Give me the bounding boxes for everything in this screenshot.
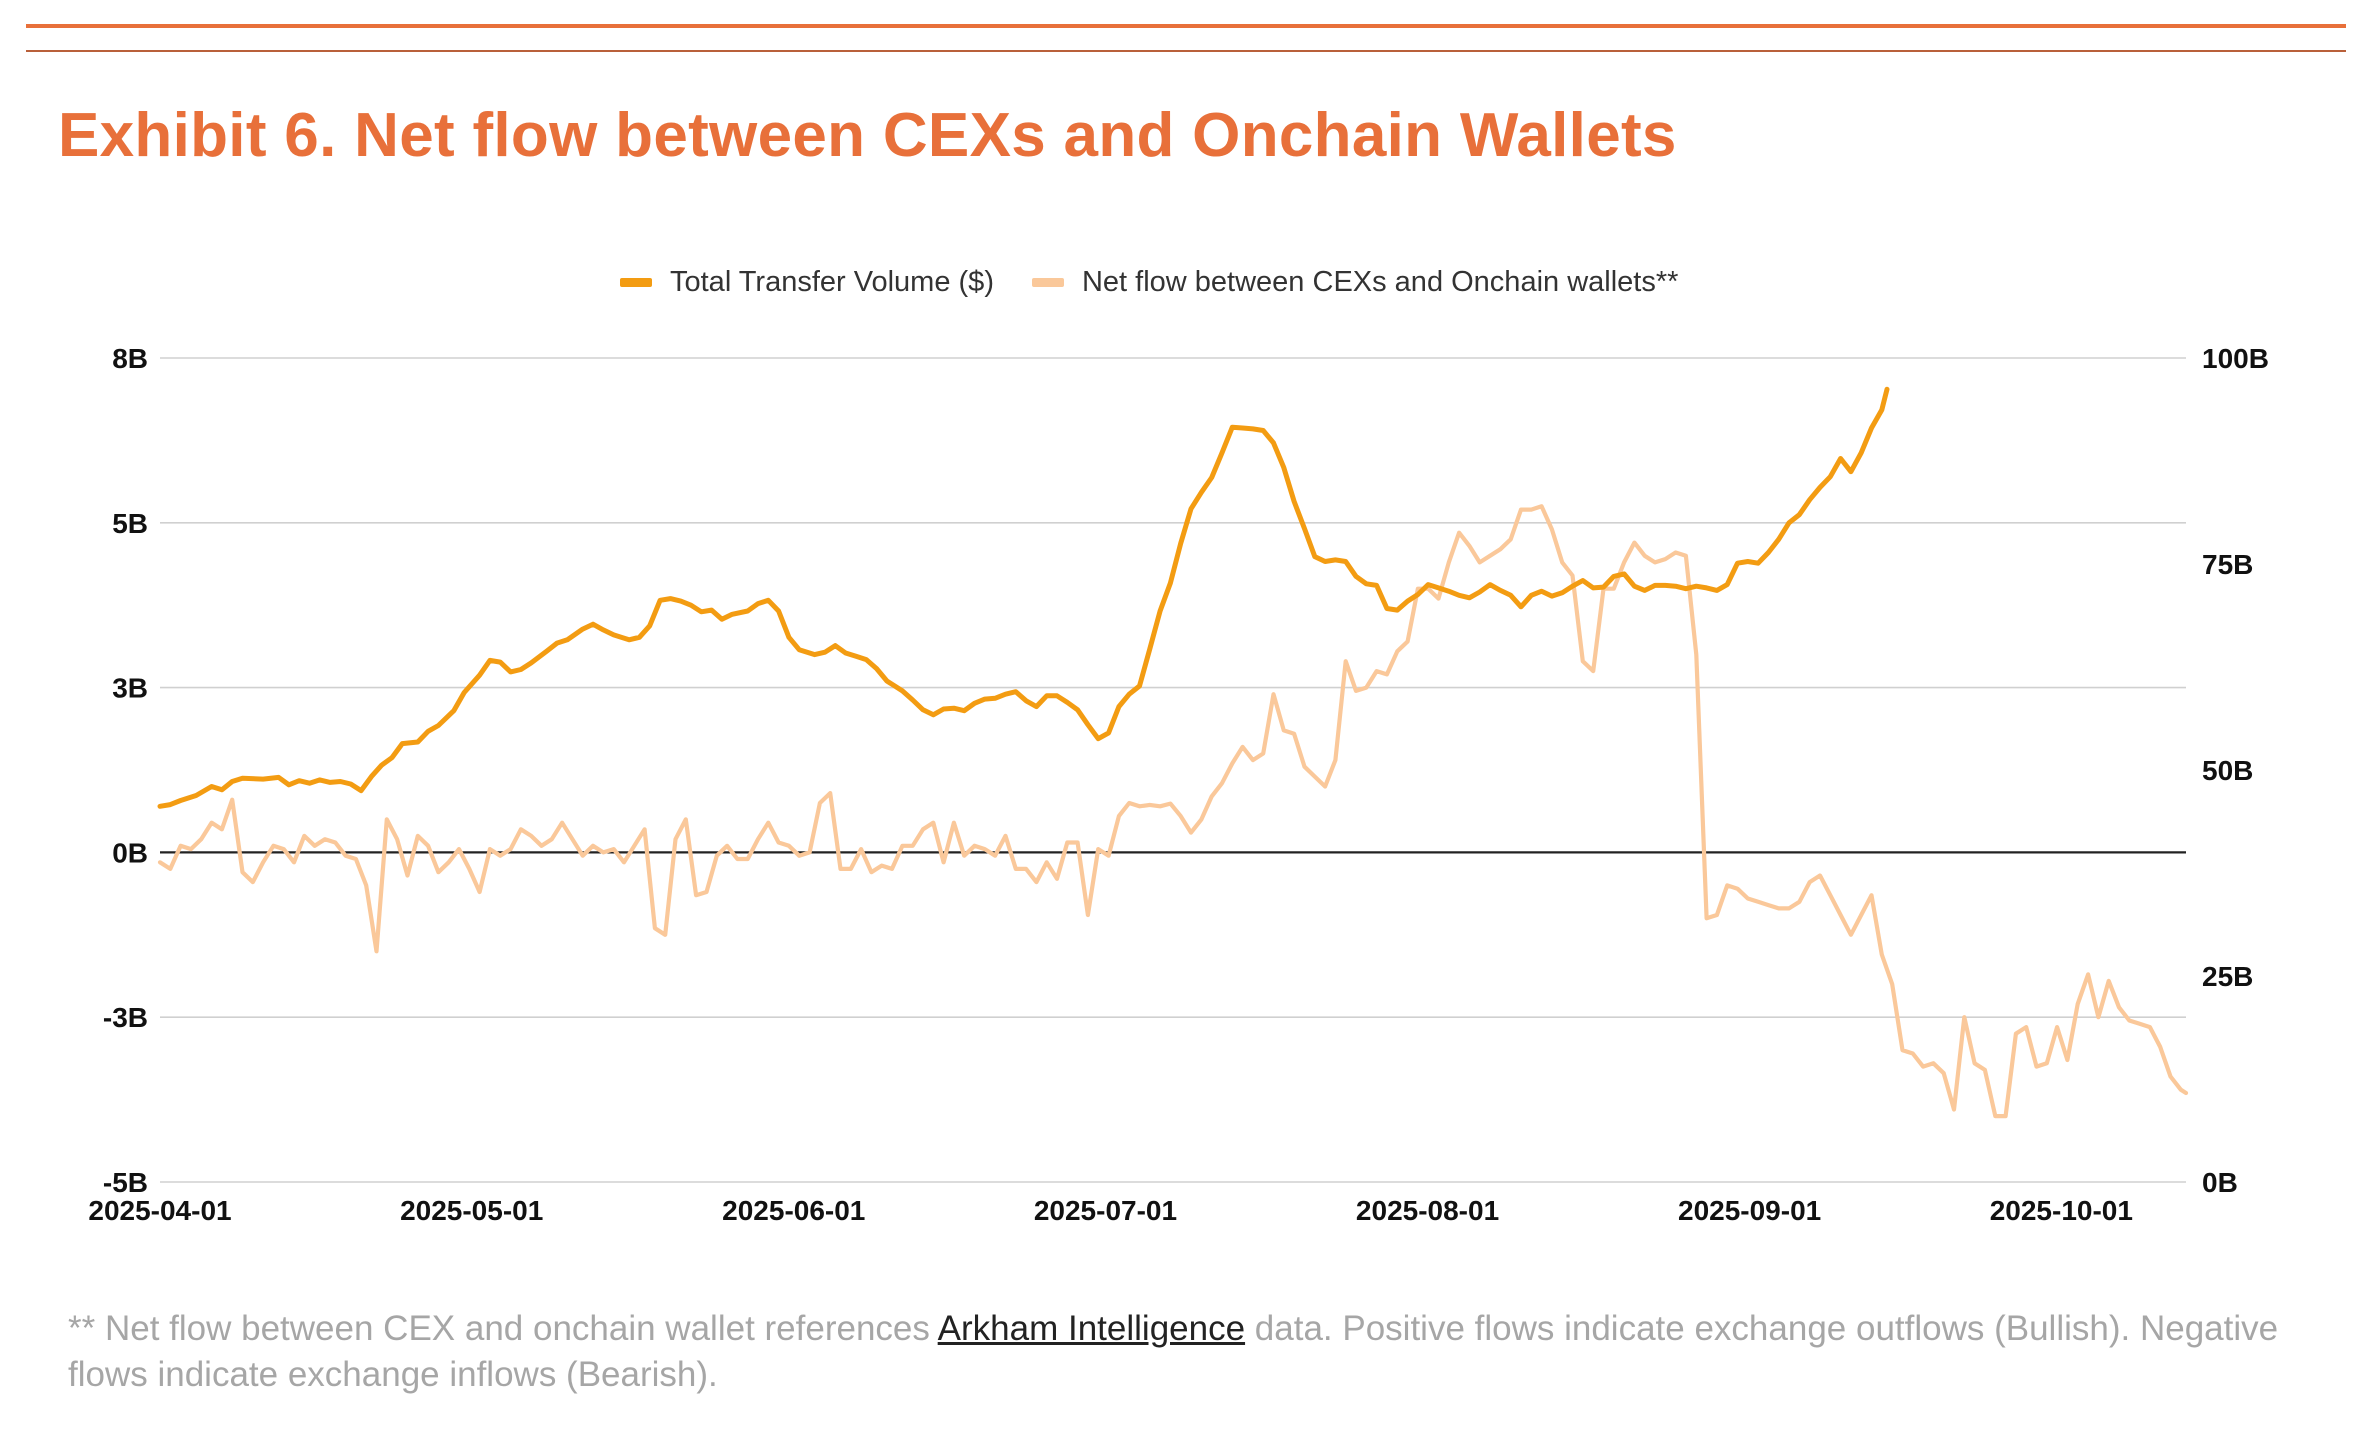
legend-item-net-flow[interactable]: Net flow between CEXs and Onchain wallet… — [1031, 265, 1679, 299]
x-tick-label: 2025-06-01 — [722, 1195, 865, 1226]
legend-swatch-net-flow — [1031, 277, 1064, 287]
chart-area: 8B 5B 3B 0B -3B -5B 100B 75B 50B 25B 0B 2025-04-01 2… — [0, 320, 2366, 1240]
y-right-tick-label: 0B — [2202, 1167, 2238, 1198]
line-chart: 8B 5B 3B 0B -3B -5B 100B 75B 50B 25B 0B 2025-04-01 2… — [88, 343, 2269, 1226]
x-tick-label: 2025-04-01 — [88, 1195, 231, 1226]
top-rule — [26, 24, 2346, 28]
x-tick-label: 2025-08-01 — [1356, 1195, 1499, 1226]
y-right-tick-label: 100B — [2202, 343, 2269, 374]
y-right-tick-label: 75B — [2202, 549, 2253, 580]
series-line-net-flow — [157, 504, 2189, 1119]
footnote-suffix: data. Positive flows indicate exchange o… — [68, 1309, 2279, 1394]
legend-swatch-total-volume — [620, 277, 652, 287]
top-thin-rule — [26, 50, 2346, 52]
legend-label-net-flow: Net flow between CEXs and Onchain wallet… — [1081, 265, 1679, 298]
y-left-tick-label: -3B — [103, 1002, 148, 1033]
y-left-tick-label: 5B — [112, 508, 148, 539]
legend-item-total-volume[interactable]: Total Transfer Volume ($) — [620, 266, 994, 299]
x-tick-label: 2025-10-01 — [1990, 1195, 2133, 1226]
footnote: ** Net flow between CEX and onchain wall… — [68, 1306, 2308, 1398]
y-left-tick-label: 8B — [112, 343, 148, 374]
exhibit-title: Exhibit 6. Net flow between CEXs and Onc… — [58, 101, 1677, 170]
chart-legend: Total Transfer Volume ($) Net flow betwe… — [620, 262, 1716, 302]
y-left-tick-label: -5B — [103, 1167, 148, 1198]
footnote-prefix: ** Net flow between CEX and onchain wall… — [68, 1309, 938, 1348]
y-left-tick-label: 3B — [112, 673, 148, 704]
y-left-tick-label: 0B — [112, 837, 148, 868]
y-right-tick-label: 25B — [2202, 961, 2253, 992]
x-tick-label: 2025-09-01 — [1678, 1195, 1821, 1226]
y-right-tick-label: 50B — [2202, 755, 2253, 786]
x-tick-label: 2025-05-01 — [400, 1195, 543, 1226]
series-line-total-transfer-volume — [157, 386, 1890, 809]
legend-label-total-volume: Total Transfer Volume ($) — [670, 265, 994, 298]
arkham-intelligence-link[interactable]: Arkham Intelligence — [937, 1309, 1246, 1348]
x-tick-label: 2025-07-01 — [1034, 1195, 1177, 1226]
